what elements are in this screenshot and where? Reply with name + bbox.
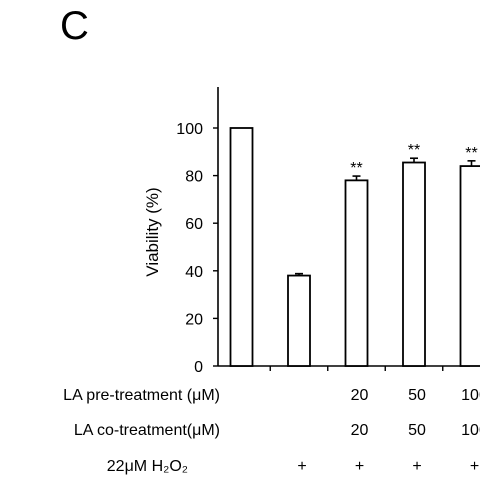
- treatment-cell: +: [470, 458, 479, 475]
- treatment-table: LA pre-treatment (μM) 20 50 100 LA co-treatm…: [63, 387, 480, 475]
- bar: [287, 274, 311, 367]
- y-tick-label: 80: [185, 169, 203, 186]
- treatment-cell: 100: [461, 387, 480, 404]
- y-tick-label: 100: [176, 121, 203, 138]
- bar: [344, 179, 369, 367]
- y-tick-label: 0: [194, 359, 203, 376]
- y-tick-label: 60: [185, 216, 203, 233]
- bar: [229, 127, 254, 367]
- significance-marker: **: [465, 145, 477, 162]
- treatment-cell: 50: [408, 422, 426, 439]
- treatment-cell: 20: [351, 387, 369, 404]
- panel-label: C: [60, 4, 89, 48]
- significance-marker: **: [350, 160, 362, 177]
- treatment-cell: 50: [408, 387, 426, 404]
- treatment-cell: 20: [351, 422, 369, 439]
- treatment-row-label: LA co-treatment(μM): [74, 422, 220, 439]
- y-axis: 0 20 40 60 80 100: [176, 87, 470, 376]
- y-axis-label: Viability (%): [143, 187, 162, 276]
- bar: [459, 165, 480, 367]
- treatment-row-label: LA pre-treatment (μM): [63, 387, 220, 404]
- treatment-row-label: 22μM H₂O₂: [107, 458, 188, 475]
- significance-marker: **: [408, 142, 420, 159]
- treatment-cell: +: [355, 458, 364, 475]
- bar: [402, 161, 426, 367]
- y-tick-label: 20: [185, 311, 203, 328]
- treatment-cell: +: [412, 458, 421, 475]
- treatment-cell: 100: [461, 422, 480, 439]
- treatment-cell: +: [297, 458, 306, 475]
- y-tick-label: 40: [185, 264, 203, 281]
- bars: ** ** **: [229, 127, 480, 367]
